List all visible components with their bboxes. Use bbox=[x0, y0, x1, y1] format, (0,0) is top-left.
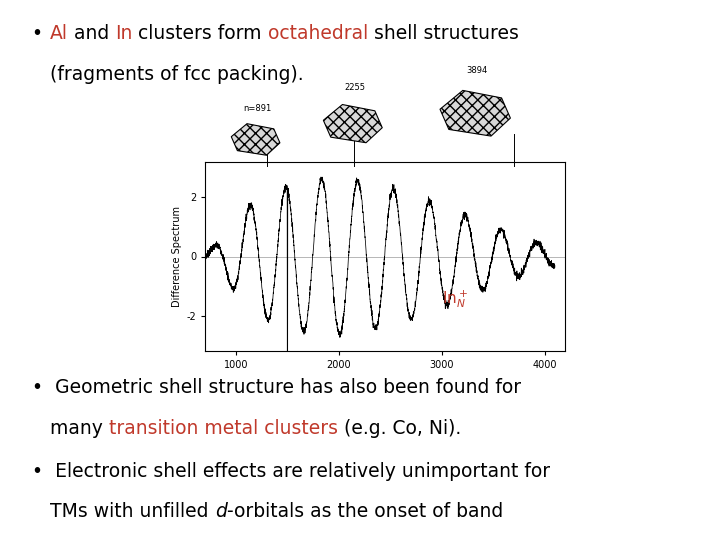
Polygon shape bbox=[323, 105, 382, 143]
Y-axis label: Difference Spectrum: Difference Spectrum bbox=[172, 206, 182, 307]
Text: d: d bbox=[215, 502, 227, 521]
Text: (fragments of fcc packing).: (fragments of fcc packing). bbox=[32, 65, 304, 84]
Polygon shape bbox=[440, 90, 510, 136]
Text: -orbitals as the onset of band: -orbitals as the onset of band bbox=[227, 502, 503, 521]
Text: TMs with unfilled: TMs with unfilled bbox=[32, 502, 215, 521]
Text: •: • bbox=[32, 24, 50, 43]
Text: 2255: 2255 bbox=[344, 83, 365, 92]
Text: transition metal clusters: transition metal clusters bbox=[109, 418, 338, 437]
Text: (e.g. Co, Ni).: (e.g. Co, Ni). bbox=[338, 418, 462, 437]
Text: shell structures: shell structures bbox=[368, 24, 519, 43]
Text: Al: Al bbox=[50, 24, 68, 43]
Text: octahedral: octahedral bbox=[268, 24, 368, 43]
Text: clusters form: clusters form bbox=[132, 24, 268, 43]
Text: •  Electronic shell effects are relatively unimportant for: • Electronic shell effects are relativel… bbox=[32, 462, 551, 481]
Polygon shape bbox=[231, 124, 280, 155]
Text: and: and bbox=[68, 24, 114, 43]
Text: n=891: n=891 bbox=[243, 104, 271, 113]
Text: •  Geometric shell structure has also been found for: • Geometric shell structure has also bee… bbox=[32, 378, 521, 397]
Text: In: In bbox=[114, 24, 132, 43]
Text: many: many bbox=[32, 418, 109, 437]
Text: $\mathrm{In}_N^+$: $\mathrm{In}_N^+$ bbox=[442, 288, 468, 310]
Text: 3894: 3894 bbox=[467, 66, 488, 75]
